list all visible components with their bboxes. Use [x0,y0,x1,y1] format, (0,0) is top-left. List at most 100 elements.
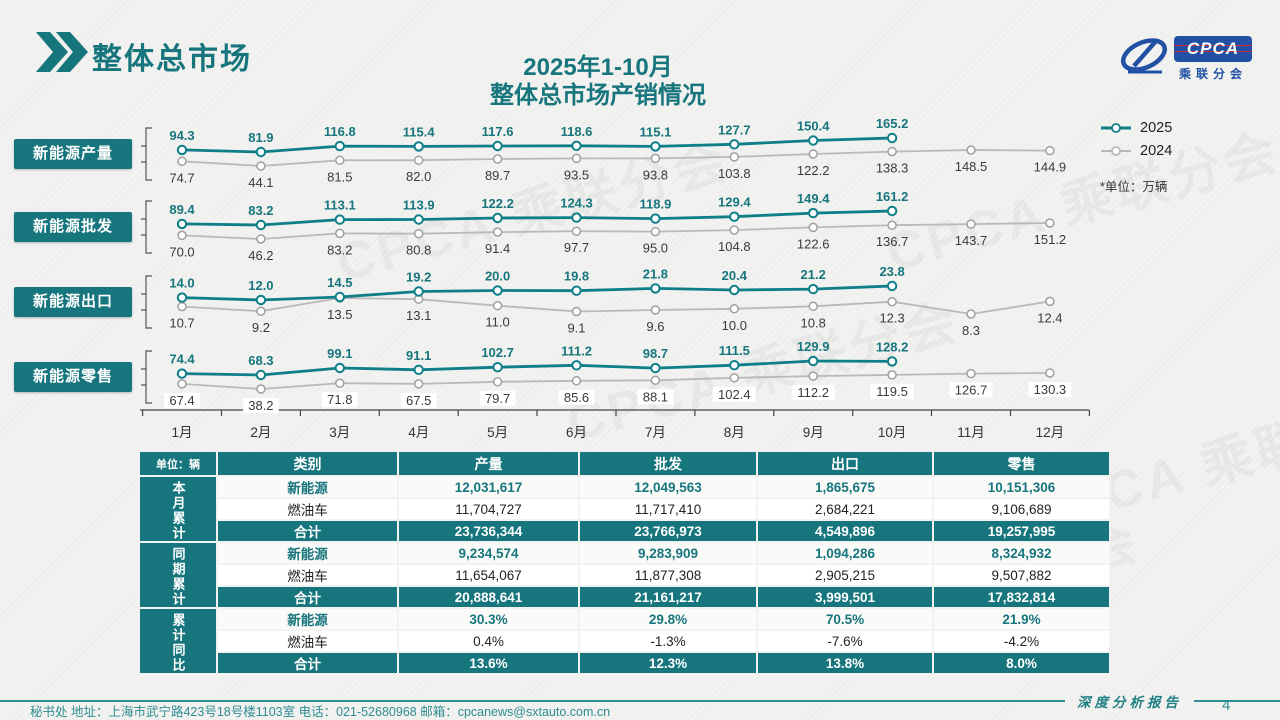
table-column-header: 零售 [934,452,1111,477]
data-point-2025 [334,362,345,374]
data-label-2024: 85.6 [564,390,589,405]
data-point-2025 [650,283,661,294]
table-cell: 10,151,306 [934,477,1111,499]
data-label-2024: 9.2 [252,320,270,335]
data-label-2025: 115.4 [403,124,436,139]
data-point-2024 [808,149,818,159]
data-label-2024: 104.8 [718,239,751,254]
data-point-2024 [966,309,976,319]
data-label-2024: 97.7 [564,240,589,255]
x-axis-label: 2月 [250,425,271,440]
data-label-2025: 128.2 [876,339,909,354]
table-cell: 11,654,067 [399,565,580,587]
table-row-category: 新能源 [218,543,399,565]
legend-label: 2024 [1140,143,1173,159]
x-axis-label: 9月 [803,425,824,440]
chevron-icon [36,32,88,72]
data-point-2024 [808,222,818,233]
table-row-category: 合计 [218,587,399,609]
series-line-2025 [181,359,893,377]
table-group-label: 同期累计 [140,543,218,609]
footer-contact-info: 秘书处 地址：上海市武宁路423号18号楼1103室 电话：021-526809… [30,705,611,719]
data-point-2024 [650,375,661,386]
data-label-2025: 20.4 [722,268,748,283]
data-label-2025: 117.6 [482,124,514,139]
data-point-2025 [808,207,819,219]
data-label-2025: 129.4 [718,195,751,210]
data-label-2025: 118.9 [639,197,671,212]
data-label-2025: 19.2 [406,270,431,285]
data-label-2025: 19.8 [564,269,589,284]
table-cell: 9,283,909 [580,543,758,565]
data-point-2024 [571,153,582,164]
table-row: 累计同比 新能源 30.3% 29.8% 70.5% 21.9% [140,609,1111,675]
table-row: 燃油车 0.4% -1.3% -7.6% -4.2% [140,631,1111,653]
data-label-2024: 126.7 [955,383,988,398]
data-point-2024 [492,377,503,387]
table-cell: 9,234,574 [399,543,580,565]
table-cell: 2,684,221 [758,499,934,521]
data-point-2025 [334,291,345,303]
data-point-2025 [886,132,898,144]
table-cell: 11,704,727 [399,499,580,521]
data-label-2024: 81.5 [327,169,352,184]
series-label-1: 新能源产量 [14,139,132,169]
data-point-2024 [729,225,740,235]
data-label-2025: 83.2 [248,203,273,218]
footer-divider-line-right [1194,700,1280,702]
data-label-2024: 103.8 [718,166,751,181]
table-cell: 21.9% [934,609,1111,631]
data-point-2024 [966,368,976,379]
data-point-2024 [887,220,897,230]
table-column-header: 产量 [399,452,580,477]
row-axis-bracket [141,200,152,254]
x-axis-label: 6月 [566,425,587,440]
data-point-2024 [887,370,897,380]
data-label-2024: 130.3 [1034,382,1067,397]
table-cell: 2,905,215 [758,565,934,587]
data-label-2024: 83.2 [327,242,352,257]
data-point-2024 [256,384,266,394]
table-cell: 8,324,932 [934,543,1111,565]
data-label-2025: 14.5 [327,275,352,290]
data-label-2025: 161.2 [876,189,909,204]
table-cell: 20,888,641 [399,587,580,609]
data-point-2025 [650,213,661,224]
data-label-2025: 14.0 [169,276,194,291]
data-point-2025 [334,140,345,152]
data-point-2025 [729,360,740,371]
data-point-2025 [808,355,819,367]
data-label-2024: 12.4 [1037,310,1062,325]
data-label-2024: 80.8 [406,243,431,258]
table-row-category: 燃油车 [218,499,399,521]
table-cell: 9,106,689 [934,499,1111,521]
data-label-2025: 115.1 [639,124,671,139]
data-point-2025 [571,212,582,223]
data-point-2024 [650,305,661,315]
data-label-2024: 70.0 [169,244,194,259]
data-label-2025: 81.9 [248,130,273,145]
data-label-2024: 10.8 [801,315,826,330]
x-axis-label: 8月 [724,425,745,440]
table-row: 合计 20,888,641 21,161,217 3,999,501 17,832,81… [140,587,1111,609]
data-point-2024 [650,226,661,237]
series-line-2025 [181,209,893,227]
page-number: 4 [1222,697,1231,714]
table-cell: 4,549,896 [758,521,934,543]
data-label-2024: 151.2 [1034,232,1067,247]
row-axis-bracket [141,350,152,404]
data-point-2024 [413,379,424,389]
data-point-2024 [177,156,187,167]
data-point-2024 [571,306,582,317]
data-label-2024: 9.1 [567,321,585,336]
series-line-2024 [181,372,1050,390]
data-label-2024: 144.9 [1034,160,1067,175]
table-cell: 3,999,501 [758,587,934,609]
footer-divider-line-left [0,700,1065,702]
data-point-2024 [256,161,266,171]
table-column-header: 出口 [758,452,934,477]
data-label-2024: 8.3 [962,323,980,338]
data-point-2024 [177,230,187,241]
data-label-2025: 99.1 [327,346,352,361]
